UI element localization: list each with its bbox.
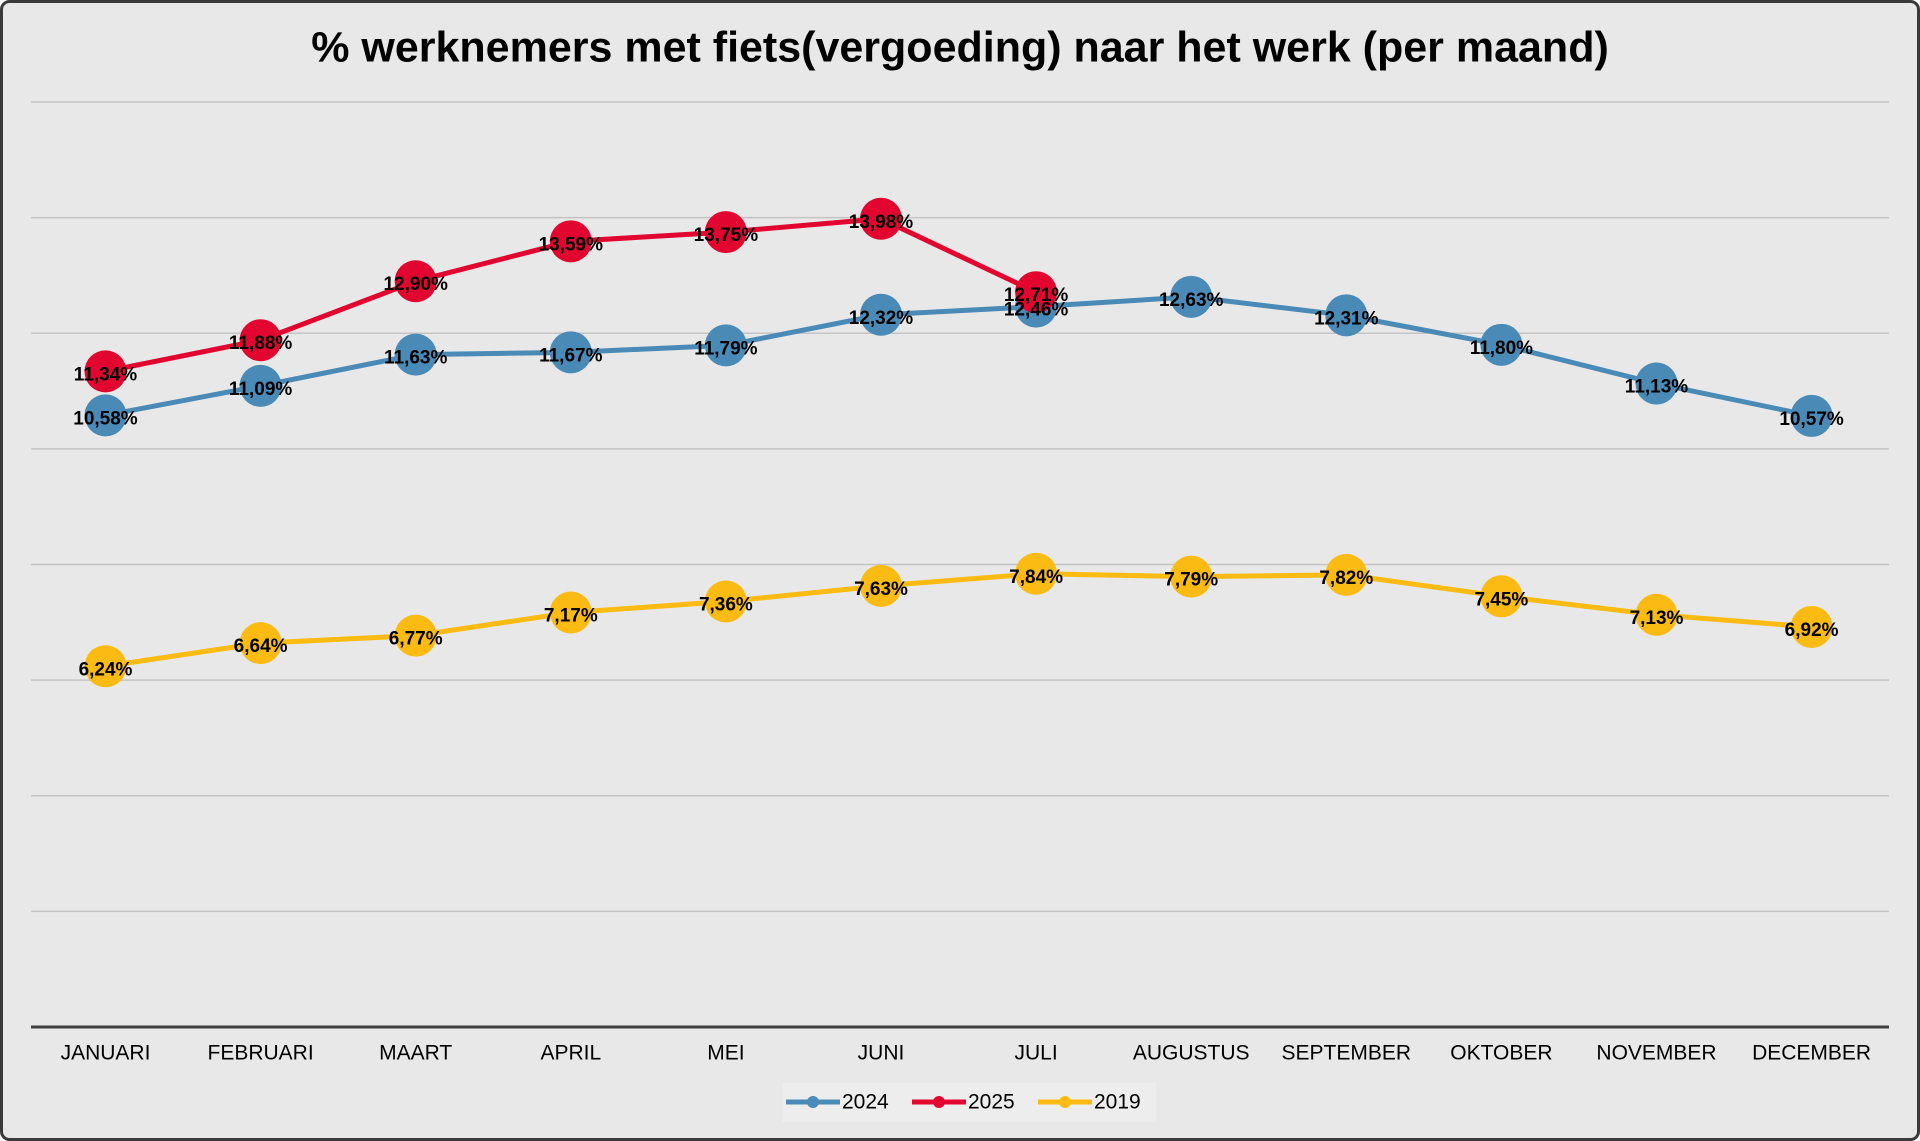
data-label: 11,79% bbox=[694, 338, 757, 359]
data-point bbox=[1325, 294, 1368, 337]
data-point bbox=[704, 324, 747, 367]
data-point bbox=[704, 580, 747, 623]
data-label: 11,88% bbox=[229, 333, 292, 354]
data-label: 7,84% bbox=[1009, 567, 1063, 588]
legend-label: 2024 bbox=[842, 1091, 889, 1114]
data-label: 11,80% bbox=[1470, 338, 1533, 359]
x-tick-label: MAART bbox=[379, 1042, 452, 1065]
data-point bbox=[549, 591, 592, 634]
data-point bbox=[1635, 362, 1678, 405]
data-label: 11,13% bbox=[1625, 377, 1688, 398]
data-point bbox=[860, 564, 902, 607]
x-tick-label: FEBRUARI bbox=[208, 1042, 314, 1065]
data-point bbox=[549, 331, 592, 374]
x-tick-label: MEI bbox=[707, 1042, 744, 1065]
data-label: 13,98% bbox=[849, 212, 914, 233]
data-point bbox=[84, 394, 127, 437]
x-tick-label: NOVEMBER bbox=[1596, 1042, 1716, 1065]
data-point bbox=[239, 364, 282, 407]
data-label: 12,46% bbox=[1004, 300, 1069, 321]
data-label: 10,57% bbox=[1779, 409, 1844, 430]
data-point bbox=[394, 614, 437, 657]
data-label: 13,59% bbox=[539, 234, 604, 255]
data-label: 11,34% bbox=[74, 364, 137, 385]
data-point bbox=[1790, 605, 1833, 648]
legend-marker bbox=[807, 1096, 819, 1108]
data-point bbox=[860, 197, 902, 240]
data-point bbox=[1015, 271, 1058, 314]
data-label: 6,24% bbox=[79, 659, 133, 680]
legend-label: 2025 bbox=[968, 1091, 1015, 1114]
legend-label: 2019 bbox=[1094, 1091, 1141, 1114]
data-point bbox=[1635, 593, 1678, 636]
data-label: 7,82% bbox=[1319, 568, 1373, 589]
data-point bbox=[84, 645, 127, 688]
data-label: 13,75% bbox=[694, 225, 759, 246]
x-tick-label: JANUARI bbox=[61, 1042, 151, 1065]
data-point bbox=[84, 350, 127, 393]
data-label: 6,64% bbox=[234, 636, 288, 657]
data-label: 7,45% bbox=[1474, 589, 1528, 610]
data-label: 12,31% bbox=[1314, 308, 1379, 329]
data-point bbox=[1480, 575, 1523, 618]
data-point bbox=[1480, 323, 1523, 366]
x-tick-label: OKTOBER bbox=[1450, 1042, 1552, 1065]
data-label: 12,63% bbox=[1159, 290, 1224, 311]
data-label: 10,58% bbox=[73, 408, 138, 429]
legend-marker bbox=[933, 1096, 945, 1108]
data-label: 12,71% bbox=[1004, 285, 1069, 306]
x-tick-label: JUNI bbox=[858, 1042, 905, 1065]
x-tick-label: AUGUSTUS bbox=[1133, 1042, 1250, 1065]
data-point bbox=[704, 211, 747, 254]
data-point bbox=[1170, 555, 1213, 598]
data-label: 7,63% bbox=[854, 579, 908, 600]
x-tick-label: APRIL bbox=[540, 1042, 601, 1065]
data-point bbox=[394, 333, 437, 376]
x-tick-label: SEPTEMBER bbox=[1282, 1042, 1412, 1065]
data-label: 11,09% bbox=[229, 379, 292, 400]
chart-title: % werknemers met fiets(vergoeding) naar … bbox=[311, 23, 1609, 71]
series-line bbox=[105, 294, 1813, 419]
data-label: 12,90% bbox=[383, 274, 448, 295]
legend-background bbox=[782, 1083, 1156, 1122]
data-point bbox=[239, 622, 282, 665]
data-point bbox=[1325, 553, 1368, 596]
data-label: 11,67% bbox=[539, 345, 602, 366]
series-line bbox=[105, 571, 1812, 669]
legend-marker bbox=[1059, 1096, 1071, 1108]
data-point bbox=[239, 319, 282, 362]
data-label: 6,77% bbox=[389, 629, 443, 650]
data-label: 7,79% bbox=[1164, 570, 1218, 591]
data-point bbox=[549, 220, 592, 263]
data-label: 7,17% bbox=[544, 606, 598, 627]
data-point bbox=[1790, 394, 1833, 437]
data-label: 12,32% bbox=[849, 308, 914, 329]
data-label: 11,63% bbox=[384, 348, 447, 369]
data-label: 7,36% bbox=[699, 595, 753, 616]
x-tick-label: JULI bbox=[1015, 1042, 1058, 1065]
data-point bbox=[394, 260, 437, 303]
data-label: 6,92% bbox=[1785, 620, 1839, 641]
data-point bbox=[860, 293, 902, 336]
x-tick-label: DECEMBER bbox=[1752, 1042, 1871, 1065]
data-point bbox=[1015, 552, 1058, 595]
data-point bbox=[1170, 275, 1213, 318]
data-label: 7,13% bbox=[1630, 608, 1684, 629]
